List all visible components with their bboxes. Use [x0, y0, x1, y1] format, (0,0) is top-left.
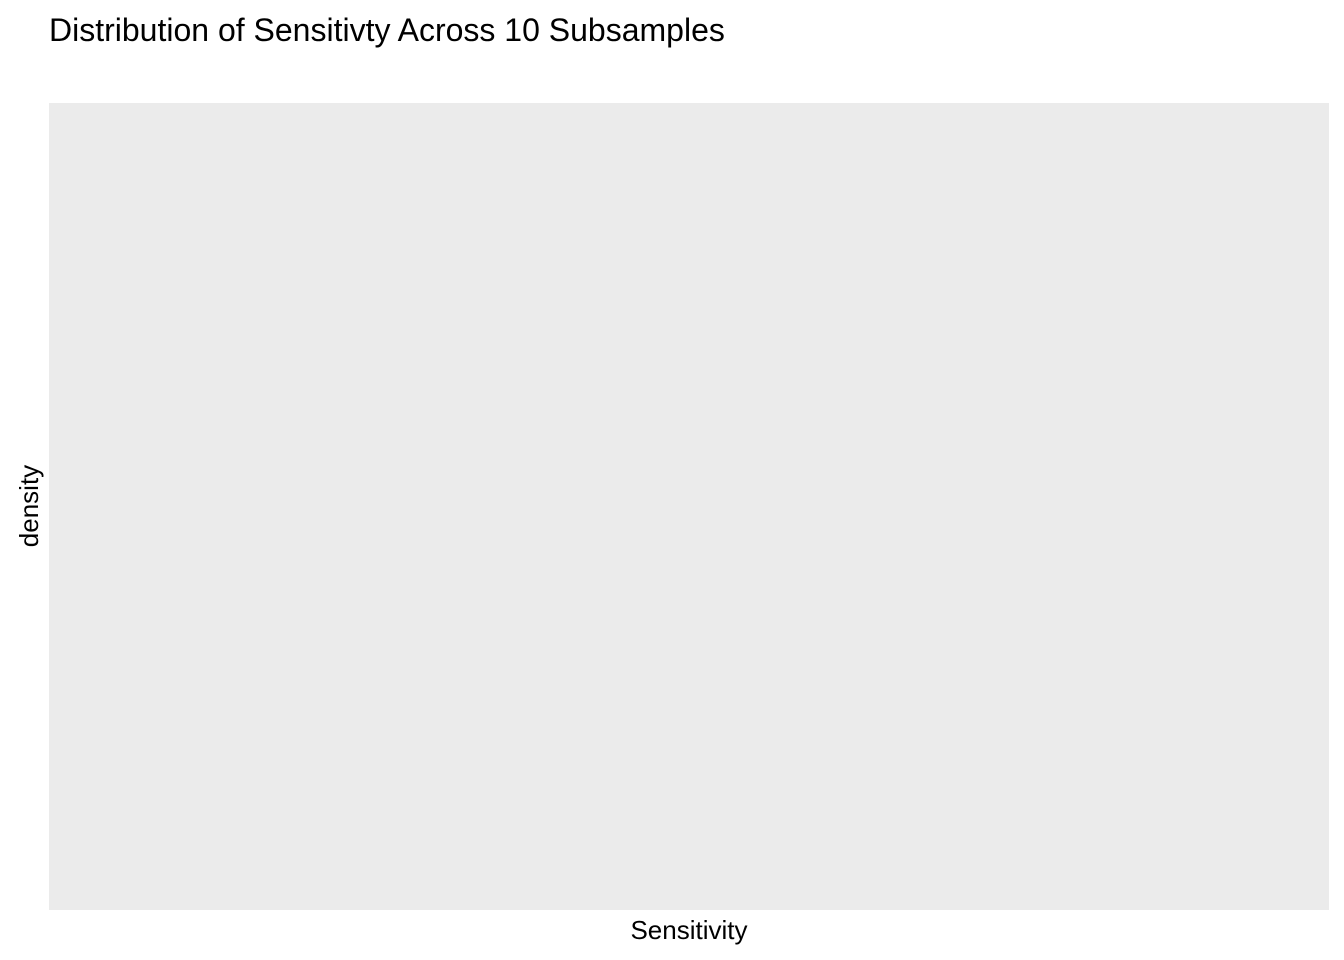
plot-area	[49, 103, 1329, 910]
panel-background	[49, 103, 1329, 910]
y-axis-label: density	[14, 464, 44, 548]
plot-panel	[49, 103, 1329, 910]
x-axis-label: Sensitivity	[630, 915, 748, 945]
chart-title: Distribution of Sensitivty Across 10 Sub…	[49, 12, 725, 48]
